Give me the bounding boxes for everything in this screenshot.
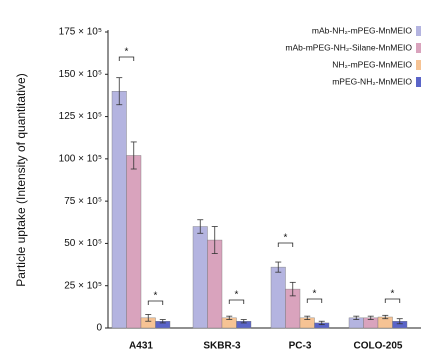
- x-tick-label: SKBR-3: [203, 341, 241, 351]
- chart: Particle uptake (Intensity of quantitati…: [0, 0, 421, 351]
- y-tick-label: 25 × 10⁵: [64, 280, 102, 291]
- legend-swatch: [416, 60, 421, 70]
- significance-label: *: [235, 290, 239, 301]
- significance-label: *: [154, 291, 158, 302]
- bar: [112, 91, 127, 328]
- y-tick-label: 75 × 10⁵: [64, 196, 102, 207]
- legend-label: mAb-mPEG-NH₂-Silane-MnMEIO: [285, 42, 412, 52]
- x-tick-label: COLO-205: [354, 341, 403, 351]
- legend-swatch: [416, 43, 421, 53]
- x-tick-label: A431: [129, 341, 153, 351]
- significance-label: *: [391, 289, 395, 300]
- legend-swatch: [416, 26, 421, 36]
- significance-label: *: [313, 289, 317, 300]
- significance-label: *: [284, 233, 288, 244]
- y-tick-label: 175 × 10⁵: [59, 27, 102, 38]
- bar: [193, 227, 208, 328]
- legend-swatch: [416, 77, 421, 87]
- y-axis-label: Particle uptake (Intensity of quantitati…: [14, 73, 28, 286]
- x-tick-label: PC-3: [289, 341, 312, 351]
- bar: [127, 155, 142, 328]
- y-tick-label: 100 × 10⁵: [59, 153, 102, 164]
- legend-label: NH₂-mPEG-MnMEIO: [332, 59, 412, 69]
- legend-label: mPEG-NH₂-MnMEIO: [332, 76, 412, 86]
- significance-label: *: [125, 47, 129, 58]
- y-tick-label: 0: [96, 323, 102, 334]
- y-tick-label: 150 × 10⁵: [59, 69, 102, 80]
- legend-label: mAb-NH₂-mPEG-MnMEIO: [312, 25, 412, 35]
- y-tick-label: 125 × 10⁵: [59, 111, 102, 122]
- bar: [271, 267, 286, 328]
- y-tick-label: 50 × 10⁵: [64, 238, 102, 249]
